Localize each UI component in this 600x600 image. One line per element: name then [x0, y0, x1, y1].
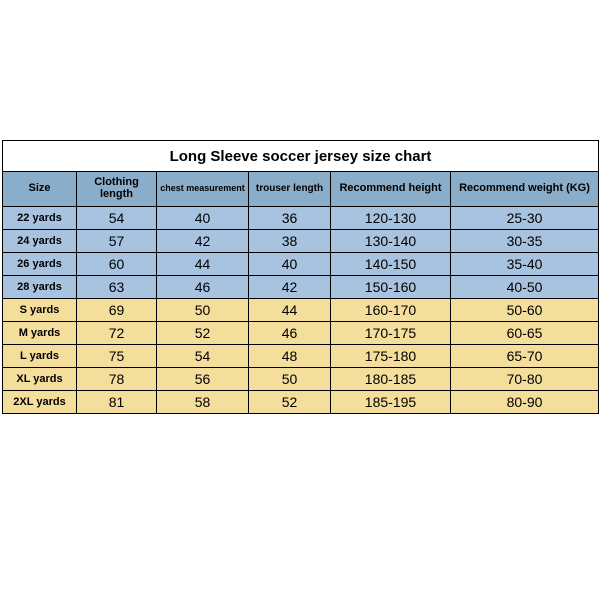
table-body: 22 yards544036120-13025-3024 yards574238… — [3, 207, 599, 414]
size-label: 24 yards — [3, 230, 77, 253]
size-value: 44 — [157, 253, 249, 276]
size-value: 70-80 — [451, 368, 599, 391]
size-value: 75 — [77, 345, 157, 368]
size-value: 46 — [249, 322, 331, 345]
size-value: 60 — [77, 253, 157, 276]
size-value: 80-90 — [451, 391, 599, 414]
size-value: 38 — [249, 230, 331, 253]
size-value: 170-175 — [331, 322, 451, 345]
size-value: 50 — [249, 368, 331, 391]
table-title: Long Sleeve soccer jersey size chart — [3, 141, 599, 172]
size-label: S yards — [3, 299, 77, 322]
column-header: Clothing length — [77, 172, 157, 207]
table-row: L yards755448175-18065-70 — [3, 345, 599, 368]
size-value: 40 — [157, 207, 249, 230]
table-row: M yards725246170-17560-65 — [3, 322, 599, 345]
table-row: 22 yards544036120-13025-30 — [3, 207, 599, 230]
size-value: 56 — [157, 368, 249, 391]
size-value: 42 — [249, 276, 331, 299]
size-value: 50 — [157, 299, 249, 322]
size-value: 175-180 — [331, 345, 451, 368]
size-value: 52 — [249, 391, 331, 414]
title-row: Long Sleeve soccer jersey size chart — [3, 141, 599, 172]
column-header: Size — [3, 172, 77, 207]
size-value: 46 — [157, 276, 249, 299]
size-value: 25-30 — [451, 207, 599, 230]
size-value: 185-195 — [331, 391, 451, 414]
size-value: 52 — [157, 322, 249, 345]
size-value: 48 — [249, 345, 331, 368]
size-label: 28 yards — [3, 276, 77, 299]
size-value: 69 — [77, 299, 157, 322]
table-row: 26 yards604440140-15035-40 — [3, 253, 599, 276]
size-value: 65-70 — [451, 345, 599, 368]
size-value: 180-185 — [331, 368, 451, 391]
size-value: 54 — [77, 207, 157, 230]
size-label: 26 yards — [3, 253, 77, 276]
size-value: 150-160 — [331, 276, 451, 299]
size-value: 44 — [249, 299, 331, 322]
chart-container: Long Sleeve soccer jersey size chart Siz… — [0, 0, 600, 414]
size-value: 36 — [249, 207, 331, 230]
size-label: 2XL yards — [3, 391, 77, 414]
size-value: 72 — [77, 322, 157, 345]
size-value: 140-150 — [331, 253, 451, 276]
size-value: 57 — [77, 230, 157, 253]
size-value: 120-130 — [331, 207, 451, 230]
table-row: S yards695044160-17050-60 — [3, 299, 599, 322]
size-label: M yards — [3, 322, 77, 345]
size-value: 81 — [77, 391, 157, 414]
size-value: 78 — [77, 368, 157, 391]
table-row: 28 yards634642150-16040-50 — [3, 276, 599, 299]
size-value: 35-40 — [451, 253, 599, 276]
column-header: chest measurement — [157, 172, 249, 207]
size-value: 58 — [157, 391, 249, 414]
size-value: 40-50 — [451, 276, 599, 299]
size-value: 160-170 — [331, 299, 451, 322]
size-value: 40 — [249, 253, 331, 276]
column-header: trouser length — [249, 172, 331, 207]
table-row: 2XL yards815852185-19580-90 — [3, 391, 599, 414]
size-value: 50-60 — [451, 299, 599, 322]
size-label: 22 yards — [3, 207, 77, 230]
size-label: L yards — [3, 345, 77, 368]
size-value: 63 — [77, 276, 157, 299]
size-value: 54 — [157, 345, 249, 368]
size-value: 30-35 — [451, 230, 599, 253]
table-row: 24 yards574238130-14030-35 — [3, 230, 599, 253]
size-label: XL yards — [3, 368, 77, 391]
table-row: XL yards785650180-18570-80 — [3, 368, 599, 391]
size-value: 42 — [157, 230, 249, 253]
size-value: 130-140 — [331, 230, 451, 253]
size-value: 60-65 — [451, 322, 599, 345]
column-header: Recommend height — [331, 172, 451, 207]
column-header: Recommend weight (KG) — [451, 172, 599, 207]
header-row: SizeClothing lengthchest measurementtrou… — [3, 172, 599, 207]
size-chart-table: Long Sleeve soccer jersey size chart Siz… — [2, 140, 599, 414]
